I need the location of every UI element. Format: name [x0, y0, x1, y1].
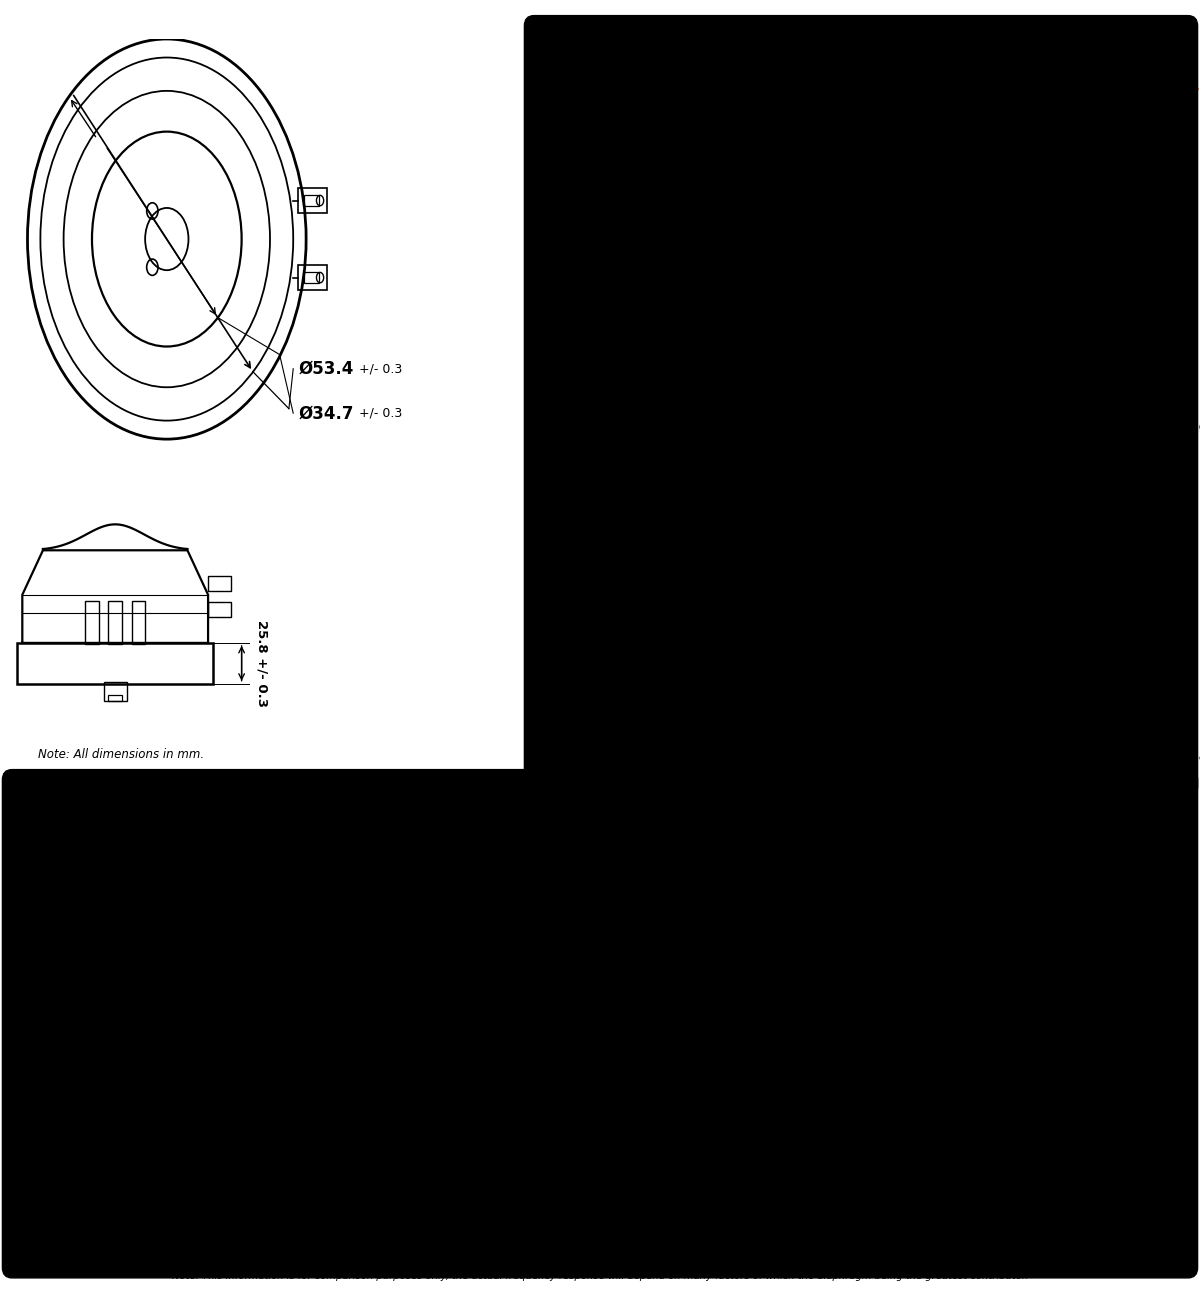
Y-axis label: Ω: Ω [533, 413, 542, 426]
Y-axis label: [dBSPL]: [dBSPL] [29, 992, 42, 1043]
Bar [108, 694, 122, 701]
Bar [104, 682, 126, 701]
Text: OmniMic: OmniMic [84, 1174, 151, 1188]
Bar [208, 576, 232, 592]
Bar [132, 602, 145, 645]
Bar [17, 644, 214, 684]
Bar [299, 188, 326, 213]
Text: +/- 0.3: +/- 0.3 [355, 407, 402, 420]
Text: Note: This information is for comparison purposes only, the actual frequency res: Note: This information is for comparison… [172, 1271, 1028, 1282]
Text: on a 12" x 12" x ½" foam core board in an infinite baffle setup.: on a 12" x 12" x ½" foam core board in a… [414, 1254, 786, 1268]
Text: DATS: DATS [1105, 111, 1146, 125]
Bar [299, 265, 326, 290]
Text: Ø34.7: Ø34.7 [299, 404, 354, 422]
Bar [85, 602, 98, 645]
Text: 1/3rd octave smoothing - measurement taken with transducer adhered off-center: 1/3rd octave smoothing - measurement tak… [359, 1238, 841, 1251]
X-axis label: Frequency Response -freq [Hz]: Frequency Response -freq [Hz] [515, 1231, 727, 1245]
Bar [304, 195, 319, 205]
X-axis label: Hz: Hz [859, 785, 875, 798]
Bar [208, 602, 232, 617]
Text: 25.8 +/- 0.3: 25.8 +/- 0.3 [256, 620, 269, 707]
Title: IMPEDANCE/PHASE: IMPEDANCE/PHASE [770, 69, 964, 87]
Bar [304, 273, 319, 283]
Text: Measurement taken with transducer uncoupled facing upward.: Measurement taken with transducer uncoup… [680, 861, 1054, 874]
Text: Note: All dimensions in mm.: Note: All dimensions in mm. [38, 749, 204, 762]
Text: Ø53.4: Ø53.4 [299, 360, 354, 378]
Bar [108, 602, 122, 645]
Text: +/- 0.3: +/- 0.3 [355, 363, 402, 376]
Title: FREQUENCY RESPONSE: FREQUENCY RESPONSE [503, 810, 739, 828]
